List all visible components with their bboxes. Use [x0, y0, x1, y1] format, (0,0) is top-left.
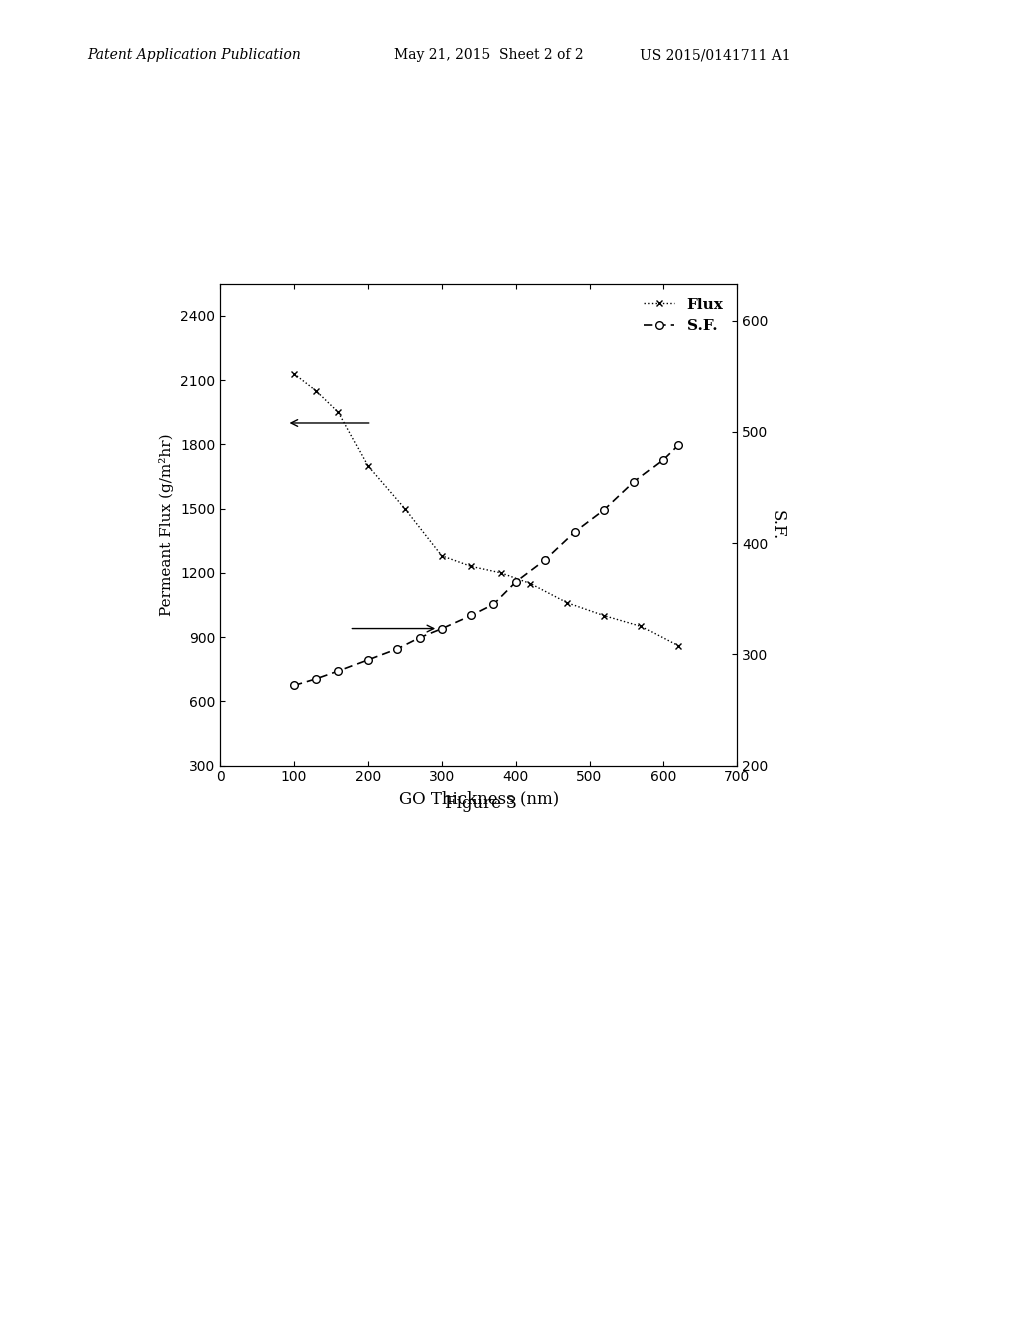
Flux — [361, 458, 374, 474]
Flux — [435, 548, 447, 564]
S.F. — [487, 597, 500, 612]
S.F. — [310, 671, 323, 686]
S.F. — [657, 451, 670, 467]
Flux — [332, 404, 344, 420]
X-axis label: GO Thickness (nm): GO Thickness (nm) — [398, 789, 559, 807]
S.F. — [414, 630, 426, 645]
S.F. — [628, 474, 640, 490]
Flux — [495, 565, 507, 581]
Text: May 21, 2015  Sheet 2 of 2: May 21, 2015 Sheet 2 of 2 — [394, 49, 584, 62]
Flux — [561, 595, 573, 611]
Flux — [398, 500, 411, 516]
Text: US 2015/0141711 A1: US 2015/0141711 A1 — [640, 49, 791, 62]
S.F. — [568, 524, 581, 540]
S.F. — [435, 620, 447, 636]
Flux — [598, 607, 610, 623]
S.F. — [510, 574, 522, 590]
S.F. — [391, 640, 403, 656]
Line: Flux: Flux — [291, 371, 682, 649]
Text: Figure 3: Figure 3 — [445, 795, 517, 812]
S.F. — [672, 437, 684, 453]
Flux — [288, 366, 300, 381]
Flux — [672, 638, 684, 653]
S.F. — [539, 552, 551, 568]
Flux — [635, 619, 647, 635]
Y-axis label: Permeant Flux (g/m²hr): Permeant Flux (g/m²hr) — [160, 433, 174, 616]
S.F. — [332, 663, 344, 678]
S.F. — [361, 652, 374, 668]
S.F. — [288, 677, 300, 693]
Flux — [310, 383, 323, 399]
S.F. — [598, 502, 610, 517]
Text: Patent Application Publication: Patent Application Publication — [87, 49, 301, 62]
Flux — [465, 558, 477, 574]
Legend: Flux, S.F.: Flux, S.F. — [638, 292, 730, 339]
Y-axis label: S.F.: S.F. — [768, 510, 785, 540]
Line: S.F.: S.F. — [290, 441, 682, 689]
S.F. — [465, 607, 477, 623]
Flux — [524, 576, 537, 591]
